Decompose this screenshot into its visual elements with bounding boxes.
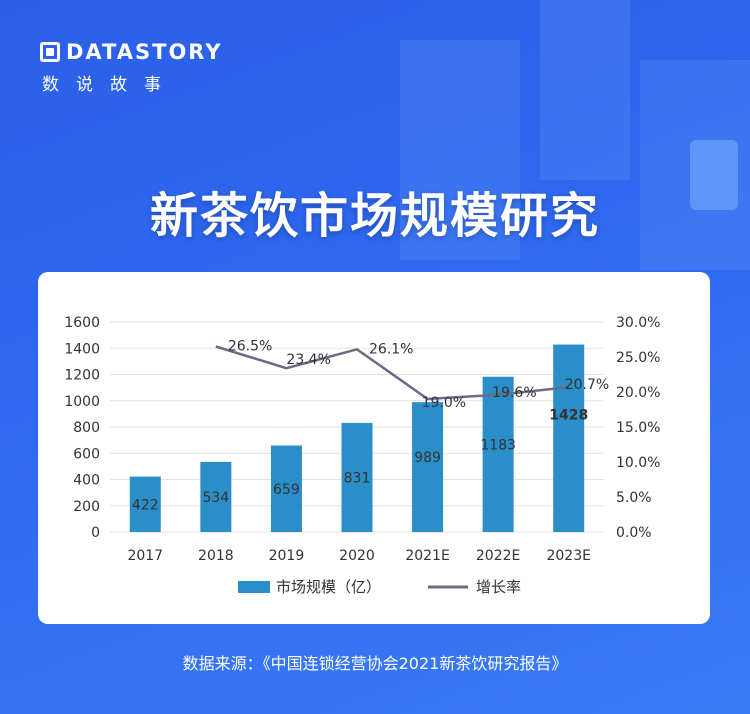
x-tick-label: 2022E: [476, 548, 520, 564]
legend-swatch-bar: [238, 581, 270, 593]
y-left-tick-label: 0: [91, 525, 100, 541]
brand-name-cn: 数说故事: [42, 75, 178, 95]
growth-rate-label: 26.5%: [228, 339, 272, 355]
y-left-tick-label: 1600: [64, 315, 100, 331]
x-tick-label: 2023E: [546, 548, 590, 564]
chart-card: 0 200 400 600 800 1000 1200 1400 1600 0.0% 5.0% 10.…: [38, 272, 710, 624]
legend-label-line: 增长率: [476, 578, 521, 596]
y-right-tick-label: 5.0%: [616, 490, 652, 506]
y-right-tick-label: 20.0%: [616, 385, 660, 401]
x-tick-label: 2017: [127, 548, 163, 564]
y-right-tick-label: 0.0%: [616, 525, 652, 541]
bar: [482, 376, 514, 532]
growth-rate-label: 19.0%: [422, 395, 466, 411]
y-left-tick-label: 400: [73, 473, 100, 489]
bar-value-label: 1183: [480, 437, 516, 453]
y-left-tick-label: 200: [73, 499, 100, 515]
y-right-tick-label: 15.0%: [616, 420, 660, 436]
bar: [553, 344, 585, 532]
brand-logo: DATASTORY 数说故事: [40, 40, 223, 95]
page-title: 新茶饮市场规模研究: [149, 188, 600, 244]
bar-value-label: 1428: [549, 407, 588, 423]
y-right-tick-label: 30.0%: [616, 315, 660, 331]
bar-value-label: 659: [273, 482, 300, 498]
growth-rate-line: [215, 345, 569, 401]
chart-svg: 0 200 400 600 800 1000 1200 1400 1600 0.0% 5.0% 10.…: [64, 315, 660, 596]
brand-name-en: DATASTORY: [66, 40, 223, 64]
y-right-tick-label: 25.0%: [616, 350, 660, 366]
growth-rate-label: 26.1%: [369, 341, 413, 357]
growth-rate-label: 23.4%: [286, 352, 330, 368]
bar: [200, 461, 232, 532]
legend-label-bar: 市场规模（亿）: [276, 578, 381, 596]
source-note: 数据来源：《中国连锁经营协会2021新茶饮研究报告》: [182, 654, 568, 673]
bar: [412, 402, 444, 532]
x-tick-label: 2018: [198, 548, 234, 564]
bar: [129, 476, 161, 532]
y-left-tick-label: 1200: [64, 368, 100, 384]
bar: [341, 422, 373, 532]
bar: [270, 445, 302, 532]
bar-value-label: 989: [414, 450, 441, 466]
logo-icon: [40, 42, 60, 62]
y-left-tick-label: 800: [73, 420, 100, 436]
x-tick-label: 2019: [269, 548, 305, 564]
bar-value-label: 534: [202, 490, 229, 506]
x-tick-label: 2020: [339, 548, 375, 564]
y-left-tick-label: 1400: [64, 341, 100, 357]
bar-value-label: 831: [344, 470, 371, 486]
bar-value-label: 422: [132, 497, 159, 513]
growth-rate-label: 20.7%: [565, 377, 609, 393]
y-left-tick-label: 1000: [64, 394, 100, 410]
y-left-tick-label: 600: [73, 446, 100, 462]
growth-rate-label: 19.6%: [492, 385, 536, 401]
x-tick-label: 2021E: [405, 548, 449, 564]
y-right-tick-label: 10.0%: [616, 455, 660, 471]
